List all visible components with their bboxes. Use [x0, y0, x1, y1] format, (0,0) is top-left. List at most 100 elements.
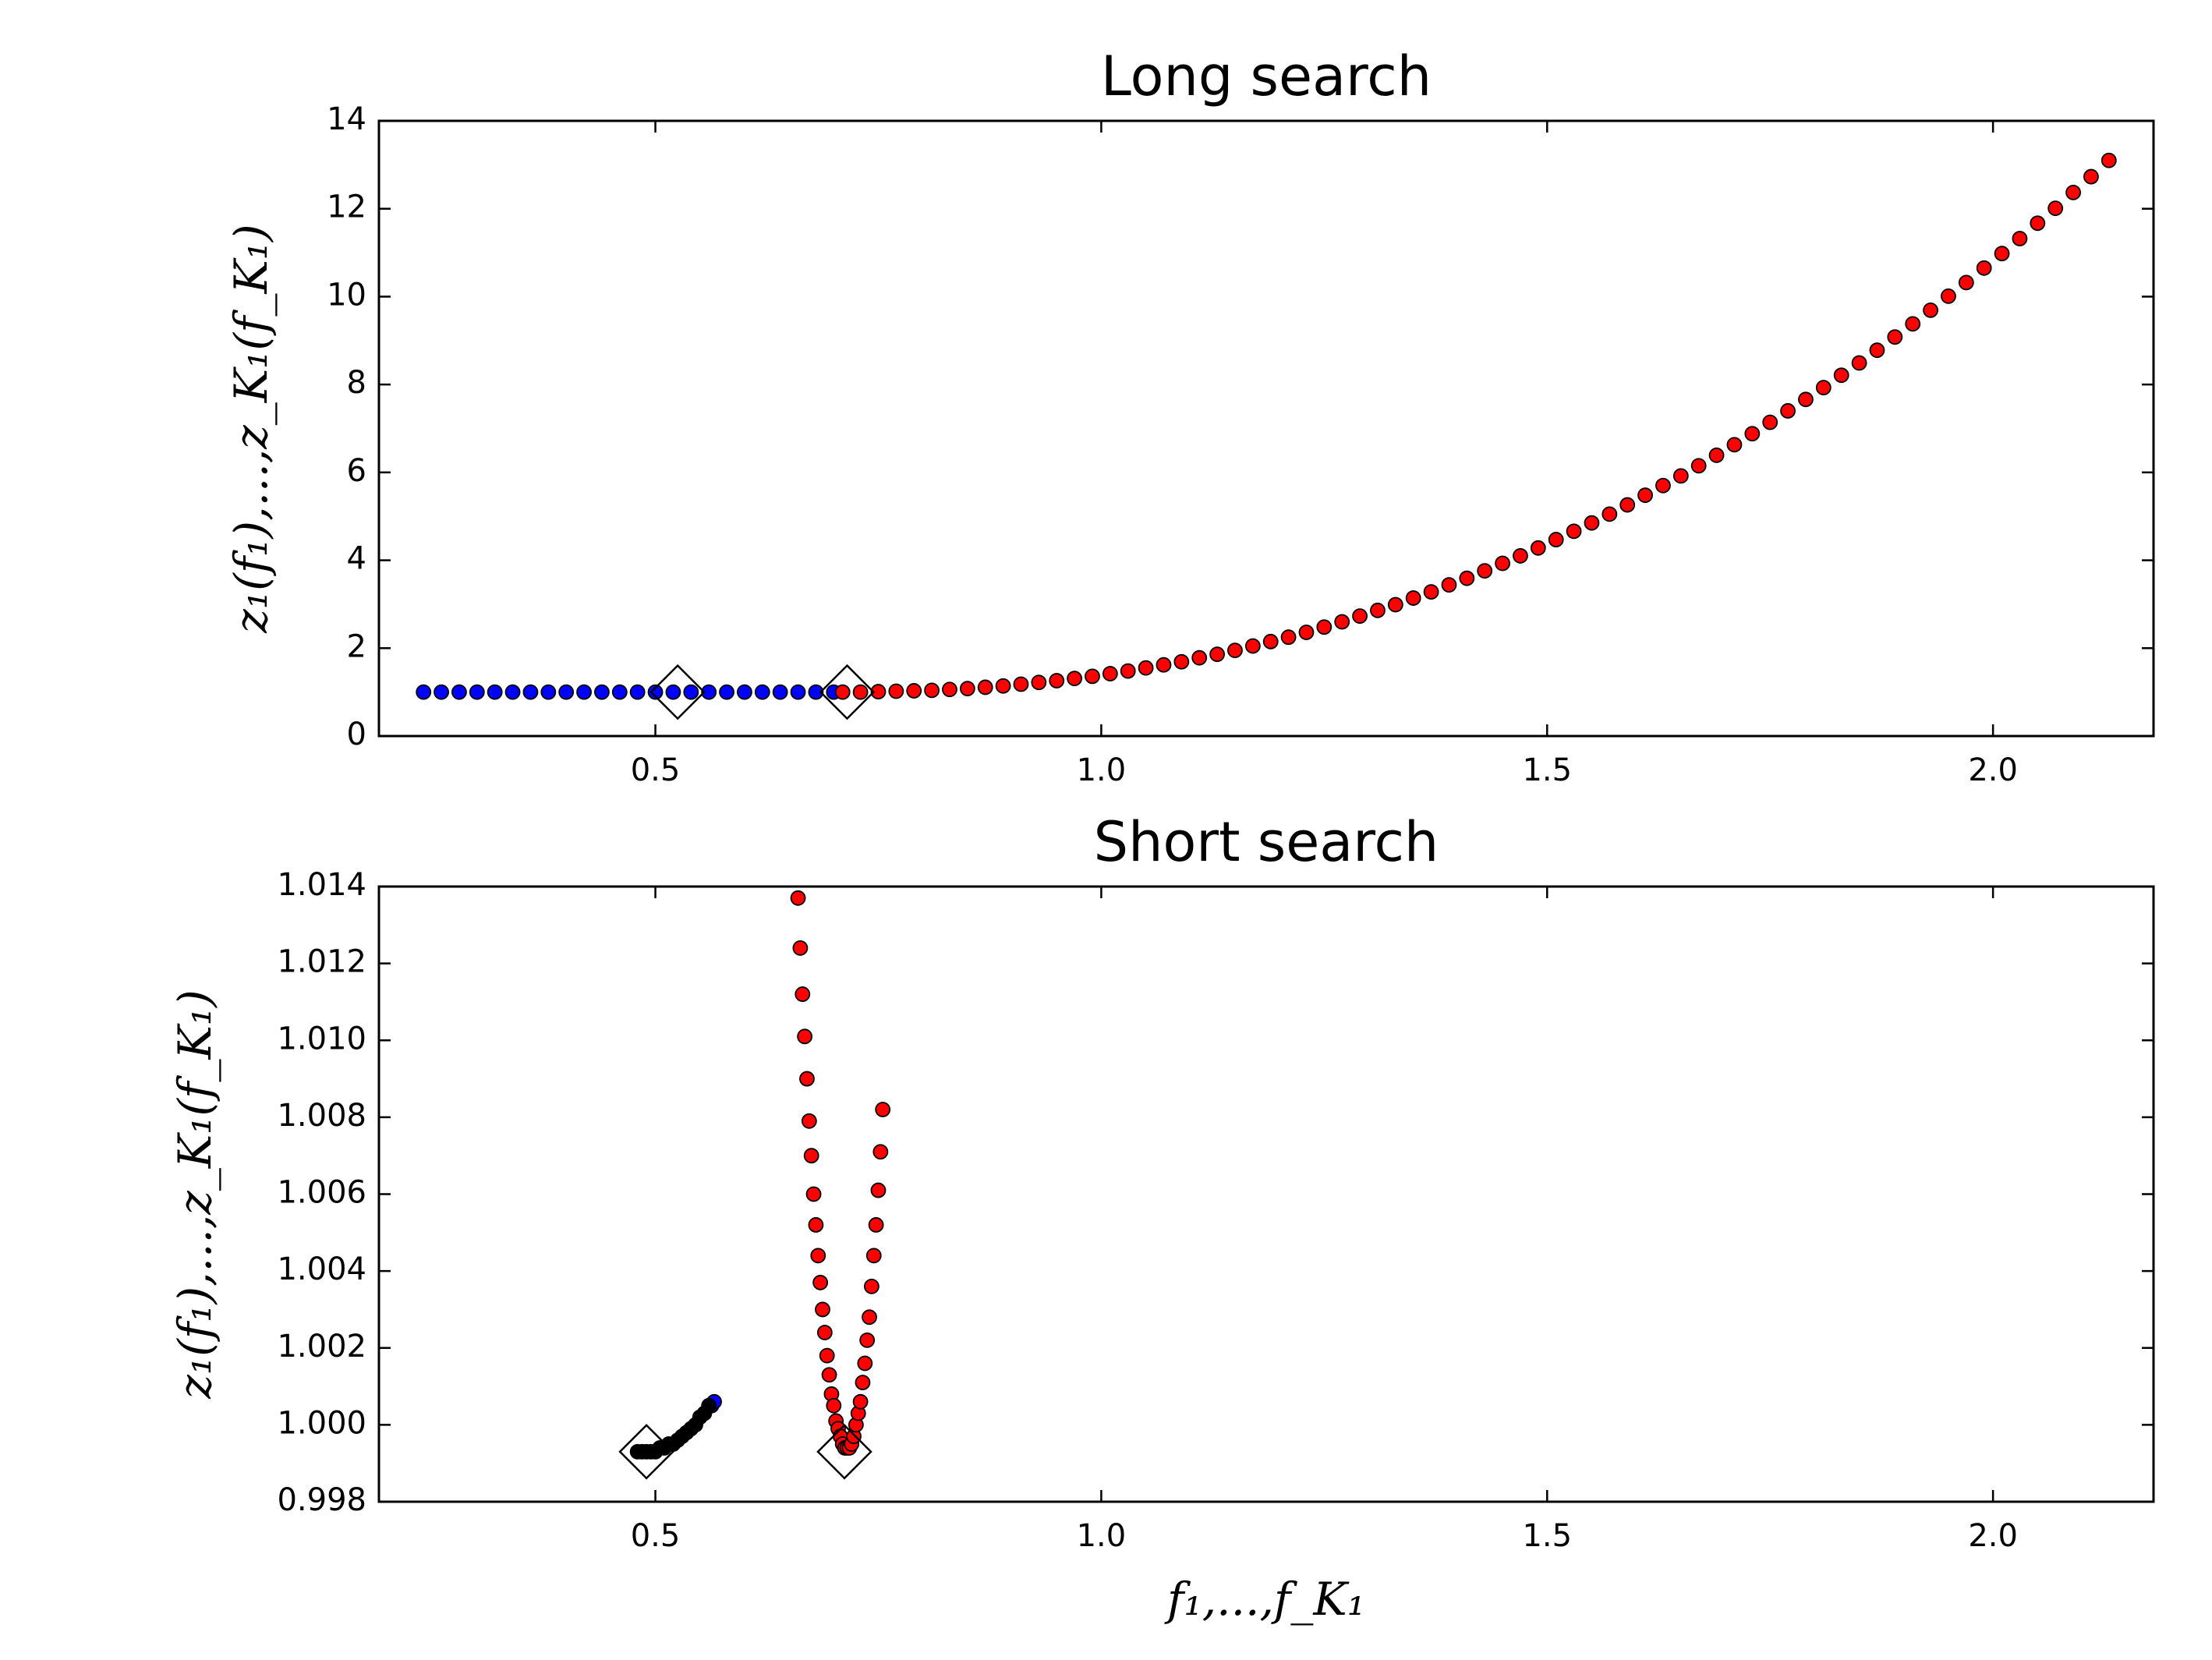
point [1601, 506, 1618, 522]
y-tick-label: 10 [327, 277, 366, 313]
point [1423, 584, 1439, 600]
point [790, 684, 806, 700]
point [1905, 316, 1921, 332]
point [1298, 625, 1315, 640]
point [801, 1113, 817, 1129]
y-tick-label: 14 [327, 101, 366, 137]
point [1138, 660, 1154, 676]
point [2101, 152, 2117, 168]
point [629, 684, 646, 700]
point [576, 684, 592, 700]
point [469, 684, 485, 700]
point [855, 1375, 871, 1391]
x-tick-label: 0.5 [631, 752, 681, 788]
point [1334, 614, 1350, 630]
x-axis-label: f₁,...,f_K₁ [1164, 1573, 1365, 1626]
x-tick-label: 1.5 [1522, 752, 1572, 788]
point [1869, 342, 1885, 359]
point [2083, 168, 2099, 185]
point [2047, 200, 2064, 217]
diamond-marker [816, 1424, 872, 1480]
point [1280, 629, 1297, 646]
point [799, 1071, 815, 1087]
point [1619, 497, 1636, 513]
point [1958, 274, 1974, 291]
point [888, 683, 904, 699]
point [1013, 676, 1029, 692]
diamond-marker [618, 1424, 674, 1480]
point [803, 1148, 819, 1164]
point [875, 1102, 891, 1117]
diamond-marker [819, 664, 876, 720]
chart-title: Long search [1101, 44, 1432, 108]
point [870, 684, 887, 699]
point [1513, 548, 1528, 564]
point [977, 679, 993, 696]
point [2012, 231, 2028, 246]
point [2065, 184, 2081, 200]
y-tick-label: 1.012 [277, 944, 366, 980]
point [451, 684, 467, 700]
point [834, 684, 851, 700]
point [1085, 668, 1100, 685]
point [1780, 403, 1796, 419]
point [816, 1325, 833, 1340]
point [797, 1028, 813, 1045]
point [852, 684, 869, 700]
point [1173, 653, 1190, 670]
point [805, 1186, 822, 1202]
point [790, 890, 806, 906]
point [865, 1248, 882, 1264]
point [594, 684, 610, 700]
point [487, 684, 503, 700]
point [1637, 487, 1653, 504]
point [611, 684, 628, 700]
x-tick-label: 2.0 [1968, 752, 2018, 788]
point [558, 684, 575, 700]
point [1191, 649, 1208, 666]
point [870, 1182, 887, 1198]
point [1690, 458, 1707, 474]
point [683, 684, 699, 700]
point [862, 1309, 877, 1326]
point [1405, 590, 1421, 606]
y-tick-label: 1.002 [277, 1329, 366, 1364]
point [1067, 671, 1083, 687]
point [1976, 260, 1992, 276]
point [1815, 380, 1832, 395]
point [1209, 646, 1225, 663]
point [1495, 555, 1510, 572]
point [1798, 391, 1814, 408]
x-tick-label: 1.0 [1077, 1518, 1127, 1554]
point [719, 684, 734, 700]
point [1370, 602, 1386, 618]
point [1887, 329, 1903, 345]
point [1851, 355, 1867, 371]
marks [618, 890, 891, 1480]
x-tick-label: 2.0 [1968, 1518, 2018, 1554]
point [540, 684, 557, 700]
y-tick-label: 12 [327, 189, 366, 225]
point [1459, 570, 1475, 586]
point [859, 1332, 876, 1348]
point [1566, 523, 1582, 540]
point [1833, 367, 1849, 384]
point [1244, 638, 1261, 654]
point [852, 1393, 869, 1410]
point [792, 940, 809, 956]
point [416, 684, 432, 700]
x-tick-label: 0.5 [631, 1518, 681, 1554]
point [1672, 468, 1689, 484]
y-tick-label: 8 [347, 365, 366, 401]
point [737, 684, 752, 700]
axes-frame [377, 119, 2155, 738]
point [872, 1144, 889, 1160]
point [995, 678, 1011, 694]
point [504, 684, 521, 700]
point [1031, 674, 1047, 691]
point [864, 1278, 879, 1294]
y-tick-label: 1.004 [277, 1251, 366, 1287]
point [1726, 437, 1743, 453]
